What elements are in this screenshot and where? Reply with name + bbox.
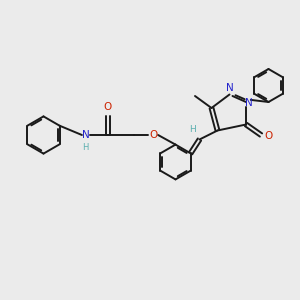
Text: H: H — [190, 125, 196, 134]
Text: O: O — [149, 130, 157, 140]
Text: N: N — [82, 130, 89, 140]
Text: O: O — [264, 130, 272, 141]
Text: H: H — [82, 143, 89, 152]
Text: N: N — [226, 83, 233, 93]
Text: N: N — [245, 98, 253, 109]
Text: O: O — [104, 102, 112, 112]
